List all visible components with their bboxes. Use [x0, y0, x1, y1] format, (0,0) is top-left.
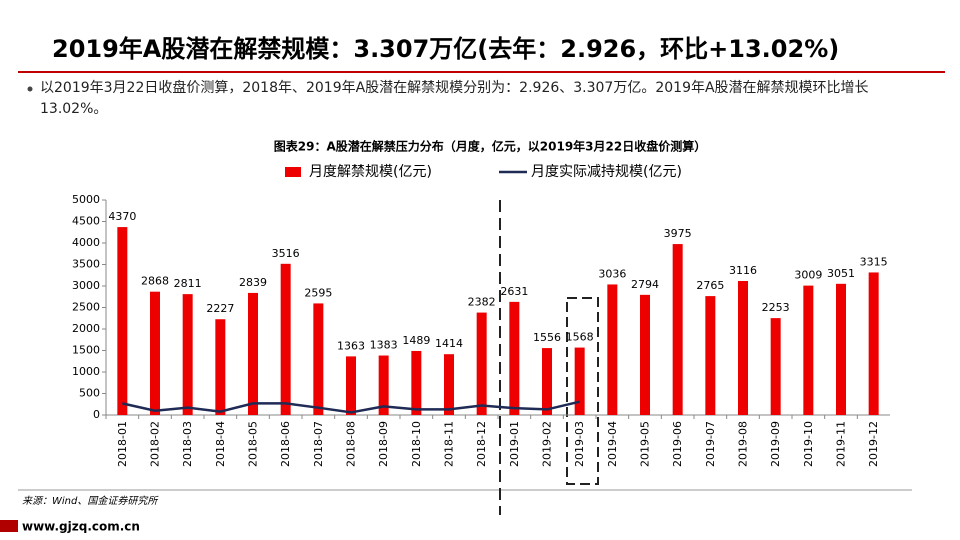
value-label: 2227: [206, 302, 234, 315]
x-tick-label: 2019-02: [541, 421, 554, 467]
x-tick-label: 2019-11: [835, 421, 848, 467]
bullet-dot: [27, 86, 33, 92]
value-label: 3116: [729, 264, 757, 277]
value-label: 1556: [533, 331, 561, 344]
x-tick-label: 2018-11: [443, 421, 456, 467]
x-tick-label: 2018-06: [279, 421, 292, 467]
bar: [215, 319, 226, 415]
bar: [313, 303, 324, 415]
y-tick-label: 500: [79, 387, 100, 400]
x-tick-label: 2018-02: [149, 421, 162, 467]
value-label: 3036: [598, 267, 626, 280]
x-tick-label: 2018-09: [377, 421, 390, 467]
legend-label: 月度解禁规模(亿元): [309, 164, 432, 180]
value-label: 1489: [402, 334, 430, 347]
bar: [346, 356, 356, 415]
bar: [182, 294, 193, 415]
line: [122, 400, 580, 414]
source: 来源：Wind、国金证券研究所: [22, 495, 159, 507]
x-tick-label: 2018-08: [345, 421, 358, 467]
value-label: 2811: [174, 277, 202, 290]
value-label: 2868: [141, 275, 169, 288]
y-tick-label: 1500: [72, 344, 100, 357]
footer-bar: [0, 520, 18, 532]
highlight-box: [566, 297, 599, 485]
footer-url: www.gjzq.com.cn: [22, 520, 140, 534]
bar: [476, 312, 487, 415]
bar: [803, 285, 814, 415]
bar: [444, 354, 454, 415]
y-tick-label: 4000: [72, 236, 100, 249]
value-label: 2382: [468, 296, 496, 309]
x-tick-label: 2019-01: [508, 421, 521, 467]
x-tick-label: 2018-04: [214, 421, 227, 467]
y-tick-label: 5000: [72, 193, 100, 206]
bar: [574, 347, 585, 415]
value-label: 3975: [664, 227, 692, 240]
bar: [640, 294, 650, 415]
bar: [378, 355, 389, 415]
bar: [705, 296, 716, 415]
value-label: 1383: [370, 339, 398, 352]
bar: [117, 227, 128, 415]
x-tick-label: 2018-01: [116, 421, 129, 467]
x-tick-label: 2019-12: [867, 421, 880, 467]
legend-swatch: [285, 167, 301, 177]
value-label: 2839: [239, 276, 267, 289]
x-tick-label: 2019-03: [573, 421, 586, 467]
bar: [836, 283, 846, 415]
bar: [672, 244, 683, 415]
bar: [607, 284, 618, 415]
value-label: 3516: [272, 247, 300, 260]
value-label: 2595: [304, 286, 332, 299]
bar: [411, 350, 422, 415]
legend-label: 月度实际减持规模(亿元): [531, 164, 682, 180]
value-label: 1414: [435, 337, 463, 350]
bar: [738, 281, 748, 415]
bar: [868, 272, 879, 415]
x-tick-label: 2019-08: [737, 421, 750, 467]
x-tick-label: 2019-10: [802, 421, 815, 467]
x-tick-label: 2018-07: [312, 421, 325, 467]
value-label: 3051: [827, 267, 855, 280]
value-label: 2765: [696, 279, 724, 292]
y-tick-label: 3000: [72, 279, 100, 292]
value-label: 4370: [108, 210, 136, 223]
x-tick-label: 2018-03: [181, 421, 194, 467]
x-tick-label: 2019-04: [606, 421, 619, 467]
value-label: 2253: [762, 301, 790, 314]
y-tick-label: 0: [93, 408, 100, 421]
slide-title: 2019年A股潜在解禁规模：3.307万亿(去年：2.926，环比+13.02%…: [52, 35, 839, 63]
bar: [280, 263, 291, 415]
value-label: 1568: [566, 331, 594, 344]
y-tick-label: 1000: [72, 365, 100, 378]
x-tick-label: 2019-07: [704, 421, 717, 467]
y-tick-label: 2000: [72, 322, 100, 335]
x-tick-label: 2018-05: [247, 421, 260, 467]
x-tick-label: 2018-10: [410, 421, 423, 467]
bar: [509, 301, 520, 415]
x-tick-label: 2018-12: [475, 421, 488, 467]
value-label: 2631: [500, 285, 528, 298]
x-tick-label: 2019-09: [769, 421, 782, 467]
value-label: 3009: [794, 269, 822, 282]
bar: [248, 292, 258, 415]
x-tick-label: 2019-06: [671, 421, 684, 467]
bar: [770, 318, 781, 415]
y-tick-label: 4500: [72, 215, 100, 228]
value-label: 2794: [631, 278, 659, 291]
value-label: 3315: [860, 255, 888, 268]
bar: [150, 291, 160, 415]
bullet-text: 以2019年3月22日收盘价测算，2018年、2019年A股潜在解禁规模分别为：…: [40, 80, 869, 117]
x-tick-label: 2019-05: [639, 421, 652, 467]
y-tick-label: 2500: [72, 301, 100, 314]
y-tick-label: 3500: [72, 258, 100, 271]
bar: [542, 348, 552, 415]
chart-title: 图表29：A股潜在解禁压力分布（月度，亿元，以2019年3月22日收盘价测算）: [274, 139, 706, 154]
value-label: 1363: [337, 339, 365, 352]
